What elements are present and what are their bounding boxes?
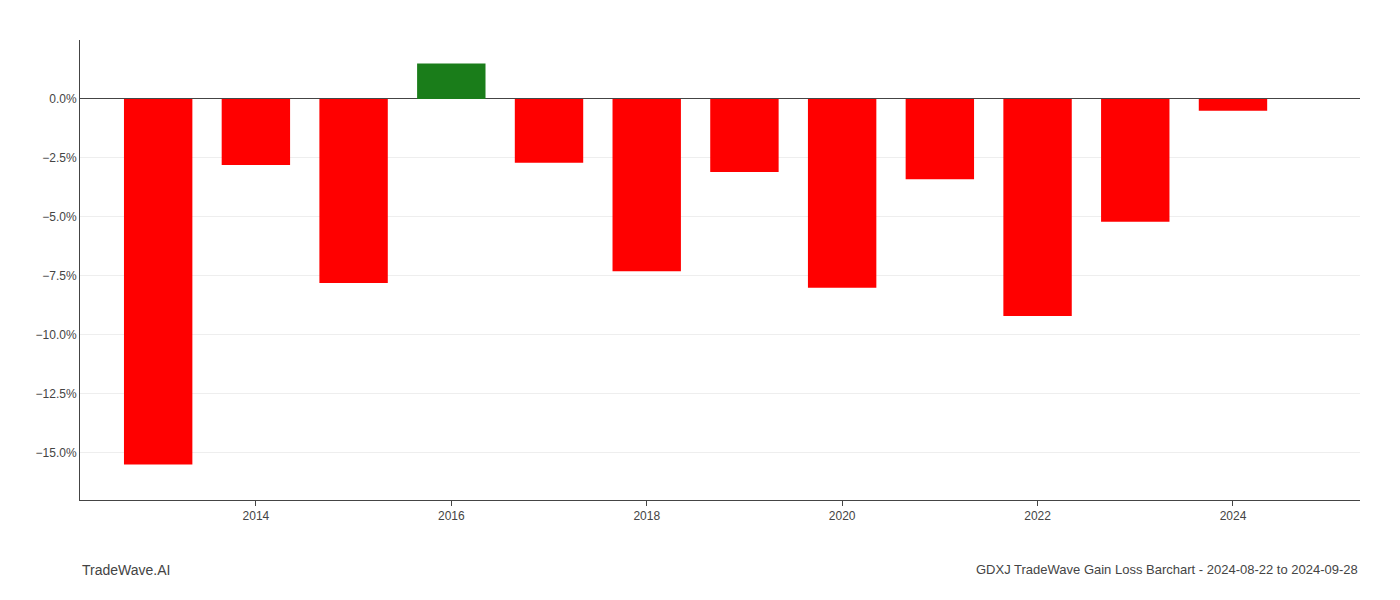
- svg-text:GDXJ TradeWave Gain Loss Barch: GDXJ TradeWave Gain Loss Barchart - 2024…: [976, 562, 1358, 577]
- svg-text:2022: 2022: [1024, 509, 1051, 523]
- svg-text:−5.0%: −5.0%: [42, 210, 77, 224]
- svg-text:2024: 2024: [1220, 509, 1247, 523]
- svg-text:−10.0%: −10.0%: [36, 328, 77, 342]
- svg-text:TradeWave.AI: TradeWave.AI: [82, 562, 170, 578]
- svg-text:−2.5%: −2.5%: [42, 151, 77, 165]
- svg-text:2014: 2014: [243, 509, 270, 523]
- svg-text:0.0%: 0.0%: [49, 92, 77, 106]
- svg-text:2016: 2016: [438, 509, 465, 523]
- svg-text:−12.5%: −12.5%: [36, 387, 77, 401]
- svg-text:2018: 2018: [633, 509, 660, 523]
- svg-text:−15.0%: −15.0%: [36, 446, 77, 460]
- svg-text:2020: 2020: [829, 509, 856, 523]
- svg-text:−7.5%: −7.5%: [42, 269, 77, 283]
